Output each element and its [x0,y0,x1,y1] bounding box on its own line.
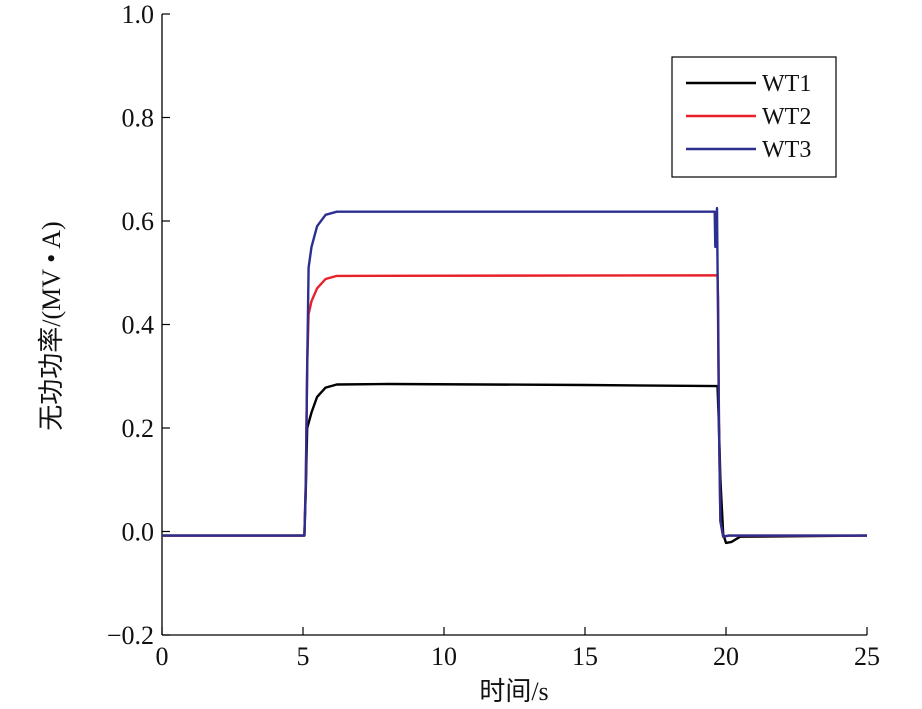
x-tick-label: 5 [297,642,310,671]
x-tick-label: 10 [431,642,457,671]
legend-label: WT1 [762,71,811,97]
series-line-wt1 [162,382,868,545]
series-line-wt3 [162,206,867,538]
series-lines [162,206,868,545]
legend-label: WT2 [762,104,811,130]
legend: WT1 WT2 WT3 [671,56,837,178]
y-axis-label: 无功功率/(MV • A) [37,221,66,430]
y-tick-label: 0.0 [122,518,155,547]
y-tick-label: 0.6 [122,207,155,236]
x-tick-label: 0 [156,642,169,671]
x-tick-label: 20 [713,642,739,671]
y-tick-label: 1.0 [122,0,155,29]
x-axis-label: 时间/s [479,677,548,706]
y-tick-label: 0.2 [122,414,155,443]
x-tick-label: 25 [854,642,880,671]
y-tick-label: 0.4 [122,311,155,340]
x-tick-label: 15 [572,642,598,671]
legend-label: WT3 [762,137,811,163]
axes: 0 5 10 15 20 25 −0.2 0.0 0.2 0.4 0.6 0.8 1.0 [107,0,880,671]
y-tick-label: −0.2 [107,621,154,650]
series-line-wt2 [162,274,867,538]
y-tick-label: 0.8 [122,104,155,133]
axis-labels: 时间/s 无功功率/(MV • A) [37,221,549,706]
